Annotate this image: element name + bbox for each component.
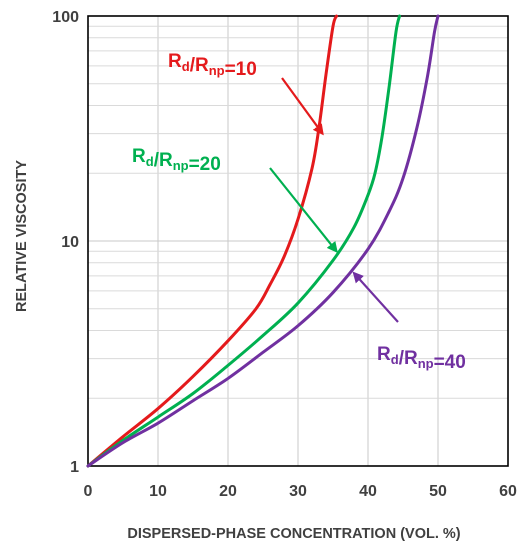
y-tick-label: 100: [52, 9, 79, 26]
x-tick-label: 0: [84, 483, 93, 500]
x-tick-label: 60: [499, 483, 517, 500]
plot-area-frame: [87, 15, 509, 467]
y-axis-title: RELATIVE VISCOSITY: [14, 160, 30, 312]
x-axis-title: DISPERSED-PHASE CONCENTRATION (VOL. %): [127, 526, 460, 542]
x-tick-label: 10: [149, 483, 167, 500]
x-tick-label: 40: [359, 483, 377, 500]
x-tick-label: 20: [219, 483, 237, 500]
y-tick-labels: 1 10 100: [52, 9, 79, 476]
series-line-3: [86, 14, 440, 468]
grid: [87, 16, 509, 466]
x-tick-labels: 0 10 20 30 40 50 60: [84, 483, 517, 500]
series-line-1: [86, 14, 338, 468]
y-tick-label: 10: [61, 234, 79, 251]
series-annotations: Rd/Rnp=10 Rd/Rnp=20 Rd/Rnp=40: [132, 51, 466, 373]
x-tick-label: 50: [429, 483, 447, 500]
y-tick-label: 1: [70, 459, 79, 476]
series-lines: [86, 14, 440, 468]
series-arrow-1: [281, 77, 324, 136]
series-arrow-3: [352, 271, 399, 323]
series-line-2: [86, 14, 401, 468]
x-tick-label: 30: [289, 483, 307, 500]
series-label-1: Rd/Rnp=10: [168, 51, 257, 80]
series-label-3: Rd/Rnp=40: [377, 344, 466, 373]
series-arrow-2: [269, 167, 338, 254]
series-label-2: Rd/Rnp=20: [132, 146, 221, 175]
